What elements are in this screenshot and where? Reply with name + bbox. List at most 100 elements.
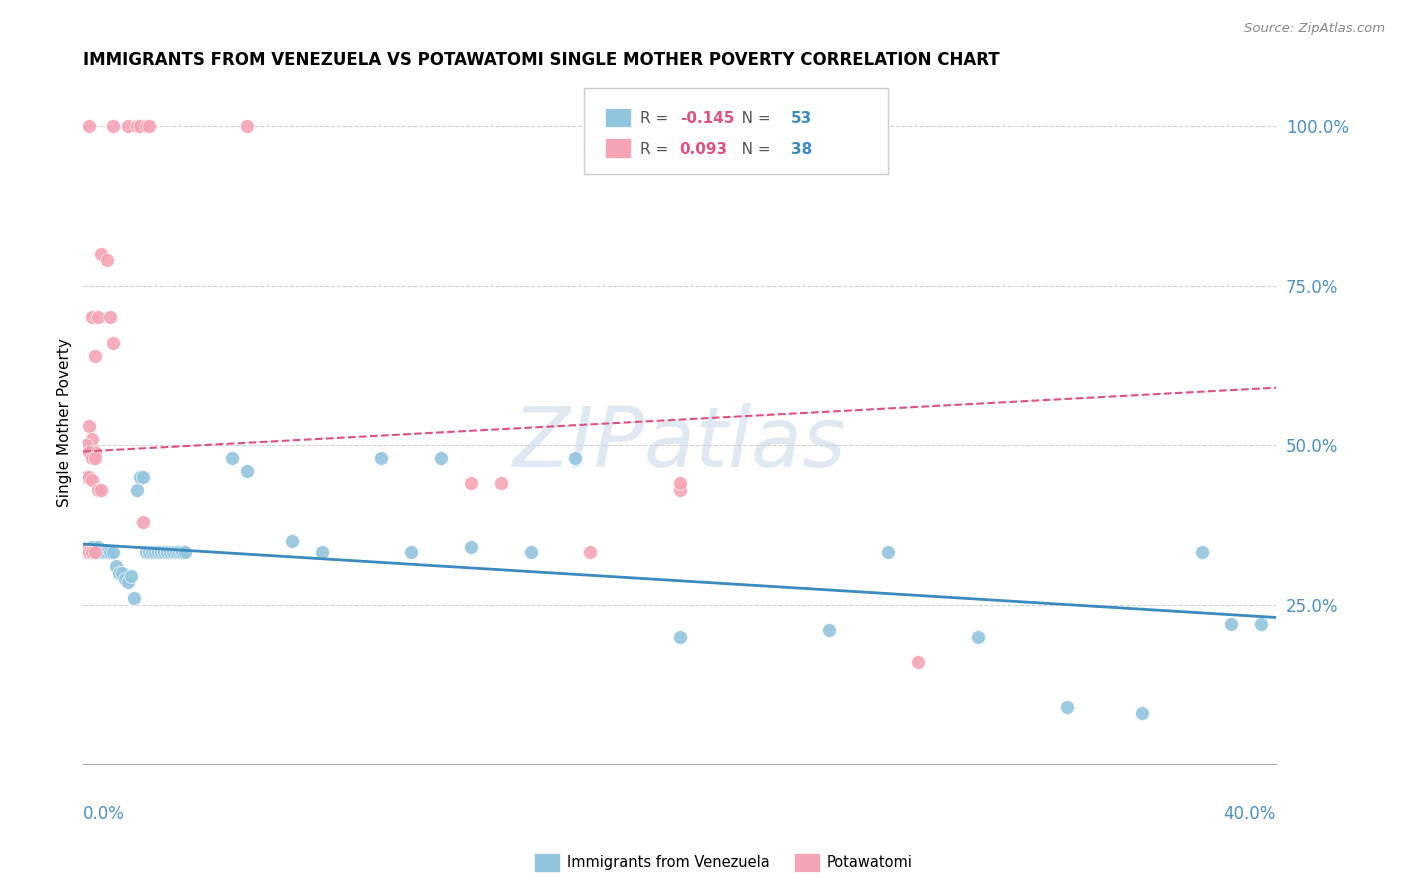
Point	[817, 624, 839, 638]
Point	[311, 545, 333, 559]
Point	[668, 483, 690, 497]
Point	[98, 545, 121, 559]
Point	[221, 450, 243, 465]
Point	[159, 545, 181, 559]
Point	[143, 545, 166, 559]
Text: 0.093: 0.093	[679, 142, 728, 157]
Point	[125, 119, 148, 133]
Point	[146, 545, 169, 559]
Point	[173, 545, 195, 559]
Point	[135, 119, 157, 133]
Point	[114, 572, 136, 586]
Point	[111, 566, 134, 580]
Point	[84, 349, 107, 363]
Point	[167, 545, 190, 559]
Text: R =: R =	[640, 142, 673, 157]
Point	[101, 545, 124, 559]
Point	[1250, 616, 1272, 631]
Point	[460, 541, 482, 555]
Point	[401, 545, 423, 559]
Point	[519, 545, 541, 559]
Point	[84, 444, 107, 458]
Point	[579, 545, 602, 559]
Point	[967, 630, 990, 644]
Text: N =: N =	[727, 142, 776, 157]
Text: Source: ZipAtlas.com: Source: ZipAtlas.com	[1244, 22, 1385, 36]
Text: 0.0%: 0.0%	[83, 805, 125, 823]
Point	[77, 444, 100, 458]
Point	[117, 575, 139, 590]
Point	[1220, 616, 1243, 631]
Point	[430, 450, 453, 465]
Point	[87, 310, 110, 325]
Text: IMMIGRANTS FROM VENEZUELA VS POTAWATOMI SINGLE MOTHER POVERTY CORRELATION CHART: IMMIGRANTS FROM VENEZUELA VS POTAWATOMI …	[83, 51, 1000, 69]
FancyBboxPatch shape	[605, 138, 631, 158]
Point	[135, 545, 157, 559]
Point	[141, 545, 163, 559]
Point	[105, 559, 128, 574]
Point	[108, 566, 131, 580]
Point	[281, 533, 304, 548]
Point	[75, 543, 97, 558]
Point	[170, 545, 193, 559]
Point	[668, 630, 690, 644]
Point	[460, 476, 482, 491]
Text: ZIPatlas: ZIPatlas	[513, 403, 846, 483]
FancyBboxPatch shape	[585, 88, 889, 174]
FancyBboxPatch shape	[605, 108, 631, 127]
Text: 40.0%: 40.0%	[1223, 805, 1277, 823]
Point	[75, 470, 97, 484]
Point	[122, 591, 145, 606]
Text: N =: N =	[727, 112, 776, 127]
Point	[165, 545, 187, 559]
Text: Potawatomi: Potawatomi	[827, 855, 912, 870]
Point	[77, 545, 100, 559]
Point	[125, 483, 148, 497]
Point	[77, 119, 100, 133]
Point	[75, 545, 97, 559]
Point	[93, 545, 115, 559]
Point	[162, 545, 184, 559]
Point	[98, 310, 121, 325]
Point	[101, 119, 124, 133]
Text: R =: R =	[640, 112, 673, 127]
Point	[84, 545, 107, 559]
Text: Immigrants from Venezuela: Immigrants from Venezuela	[567, 855, 769, 870]
Point	[156, 545, 179, 559]
Point	[96, 253, 118, 268]
Point	[1191, 545, 1213, 559]
Point	[138, 119, 160, 133]
Point	[564, 450, 586, 465]
Point	[132, 470, 155, 484]
Point	[101, 336, 124, 351]
Point	[82, 473, 104, 487]
Point	[668, 476, 690, 491]
Point	[1130, 706, 1153, 721]
Point	[82, 541, 104, 555]
Point	[129, 119, 152, 133]
Point	[370, 450, 392, 465]
Point	[236, 464, 259, 478]
Point	[77, 419, 100, 434]
Point	[82, 450, 104, 465]
Point	[877, 545, 900, 559]
Point	[129, 470, 152, 484]
Text: 53: 53	[790, 112, 811, 127]
Text: -0.145: -0.145	[679, 112, 734, 127]
Point	[84, 545, 107, 559]
Point	[75, 438, 97, 452]
Point	[117, 119, 139, 133]
Point	[907, 655, 929, 669]
Point	[153, 545, 176, 559]
Point	[120, 569, 142, 583]
Point	[77, 470, 100, 484]
Point	[90, 545, 112, 559]
Y-axis label: Single Mother Poverty: Single Mother Poverty	[58, 338, 72, 508]
Point	[489, 476, 512, 491]
Point	[77, 545, 100, 559]
Point	[82, 545, 104, 559]
Point	[149, 545, 172, 559]
Point	[132, 515, 155, 529]
Point	[90, 246, 112, 260]
Point	[1056, 699, 1078, 714]
